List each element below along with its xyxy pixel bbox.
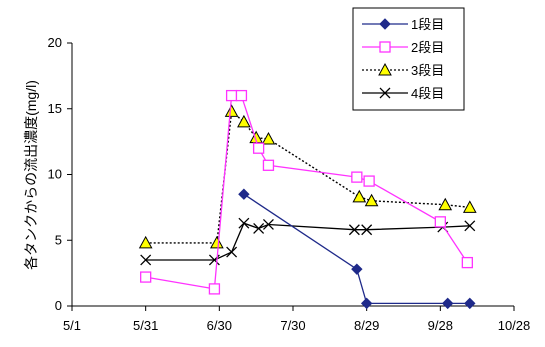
- data-point-diamond: [360, 297, 373, 310]
- x-tick-label: 5/1: [63, 318, 81, 333]
- series-2: [140, 89, 473, 295]
- y-ticks: 0 5 10 15 20: [48, 35, 72, 313]
- y-tick-label: 15: [48, 101, 62, 116]
- series-line: [145, 94, 468, 290]
- data-point-square: [252, 142, 265, 154]
- data-point-square: [434, 216, 446, 228]
- y-tick-label: 0: [55, 298, 62, 313]
- legend-label: 3段目: [411, 63, 444, 78]
- data-point-diamond: [351, 263, 363, 275]
- data-point-triangle: [224, 104, 239, 117]
- series-line: [243, 193, 470, 305]
- y-tick-label: 10: [48, 167, 62, 182]
- x-tick-label: 5/31: [133, 318, 158, 333]
- legend-box: [352, 7, 465, 111]
- data-point-triangle: [438, 197, 453, 211]
- series-line: [145, 110, 470, 244]
- data-point-square: [235, 89, 248, 102]
- data-point-square: [379, 41, 391, 53]
- x-tick-label: 9/28: [428, 318, 453, 333]
- x-ticks: 5/1 5/31 6/30 7/30 8/29 9/28 10/28: [63, 306, 530, 333]
- data-point-x: [238, 217, 250, 229]
- data-point-square: [225, 89, 238, 102]
- series-4: [140, 217, 476, 266]
- data-point-square: [351, 171, 363, 183]
- legend-item: 4段目: [362, 86, 444, 101]
- data-point-x: [262, 219, 274, 230]
- data-point-x: [361, 224, 373, 236]
- data-point-x: [226, 246, 238, 258]
- data-point-square: [208, 283, 221, 295]
- data-point-triangle: [210, 235, 224, 249]
- data-point-square: [461, 256, 473, 269]
- data-point-square: [262, 159, 275, 171]
- legend-item: 2段目: [362, 40, 444, 55]
- data-point-x: [379, 87, 391, 99]
- data-point-diamond: [379, 18, 391, 30]
- x-tick-label: 8/29: [354, 318, 379, 333]
- data-point-triangle: [462, 200, 477, 213]
- legend-label: 2段目: [411, 40, 444, 55]
- data-point-x: [348, 224, 360, 236]
- legend-item: 1段目: [362, 17, 444, 32]
- y-tick-label: 20: [48, 35, 62, 50]
- data-point-diamond: [238, 188, 250, 200]
- plot-area: [138, 89, 477, 310]
- data-point-triangle: [364, 193, 379, 207]
- series-1: [238, 188, 476, 310]
- x-tick-label: 7/30: [280, 318, 305, 333]
- data-point-triangle: [237, 114, 251, 128]
- data-point-triangle: [261, 131, 276, 145]
- data-point-x: [253, 222, 265, 234]
- data-point-triangle: [138, 235, 153, 249]
- data-point-diamond: [464, 297, 476, 310]
- legend: 1段目 2段目 3段目 4段目: [352, 7, 465, 111]
- series-line: [145, 222, 470, 261]
- data-point-triangle: [378, 62, 392, 76]
- data-point-diamond: [441, 297, 454, 310]
- legend-label: 4段目: [411, 86, 444, 101]
- x-tick-label: 10/28: [498, 318, 531, 333]
- legend-label: 1段目: [411, 17, 444, 32]
- data-point-triangle: [352, 189, 367, 203]
- y-axis-label: 各タンクからの流出濃度(mg/l): [23, 80, 39, 270]
- y-tick-label: 5: [55, 232, 62, 247]
- legend-item: 3段目: [362, 62, 444, 78]
- data-point-x: [140, 254, 152, 266]
- data-point-square: [363, 175, 375, 187]
- x-tick-label: 6/30: [207, 318, 232, 333]
- data-point-x: [464, 220, 476, 232]
- data-point-square: [140, 271, 152, 283]
